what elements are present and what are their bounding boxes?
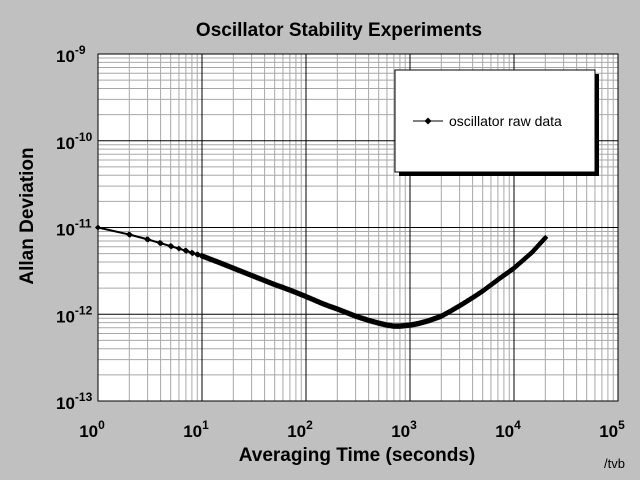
y-tick-labels: 10-13 10-12 10-11 10-10 10-9: [56, 43, 93, 413]
x-tick-labels: 100 101 102 103 104 105: [79, 418, 625, 441]
x-tick-label: 104: [495, 418, 521, 441]
y-tick-label: 10-11: [56, 217, 92, 240]
y-tick-label: 10-13: [56, 390, 93, 413]
data-point: [175, 245, 182, 252]
data-point: [168, 243, 175, 250]
x-axis-label: Averaging Time (seconds): [239, 445, 476, 466]
data-point: [95, 224, 101, 231]
legend-marker: [424, 117, 432, 125]
series-layer: [95, 224, 549, 330]
data-point: [542, 234, 549, 241]
legend-label: oscillator raw data: [449, 113, 562, 129]
data-point: [145, 236, 152, 243]
chart-title: Oscillator Stability Experiments: [196, 20, 482, 41]
y-tick-label: 10-12: [56, 303, 93, 326]
x-tick-label: 105: [599, 418, 625, 441]
legend: oscillator raw data: [394, 69, 599, 176]
y-tick-label: 10-10: [56, 130, 93, 153]
data-point: [126, 231, 133, 238]
data-point: [189, 250, 196, 257]
y-axis-label: Allan Deviation: [17, 147, 38, 284]
data-point: [157, 240, 164, 247]
x-tick-label: 100: [79, 418, 105, 441]
x-tick-label: 101: [183, 418, 209, 441]
credit-text: /tvb: [604, 456, 625, 471]
x-tick-label: 103: [391, 418, 417, 441]
x-tick-label: 102: [287, 418, 313, 441]
y-tick-label: 10-9: [56, 43, 86, 66]
data-point: [183, 247, 190, 254]
